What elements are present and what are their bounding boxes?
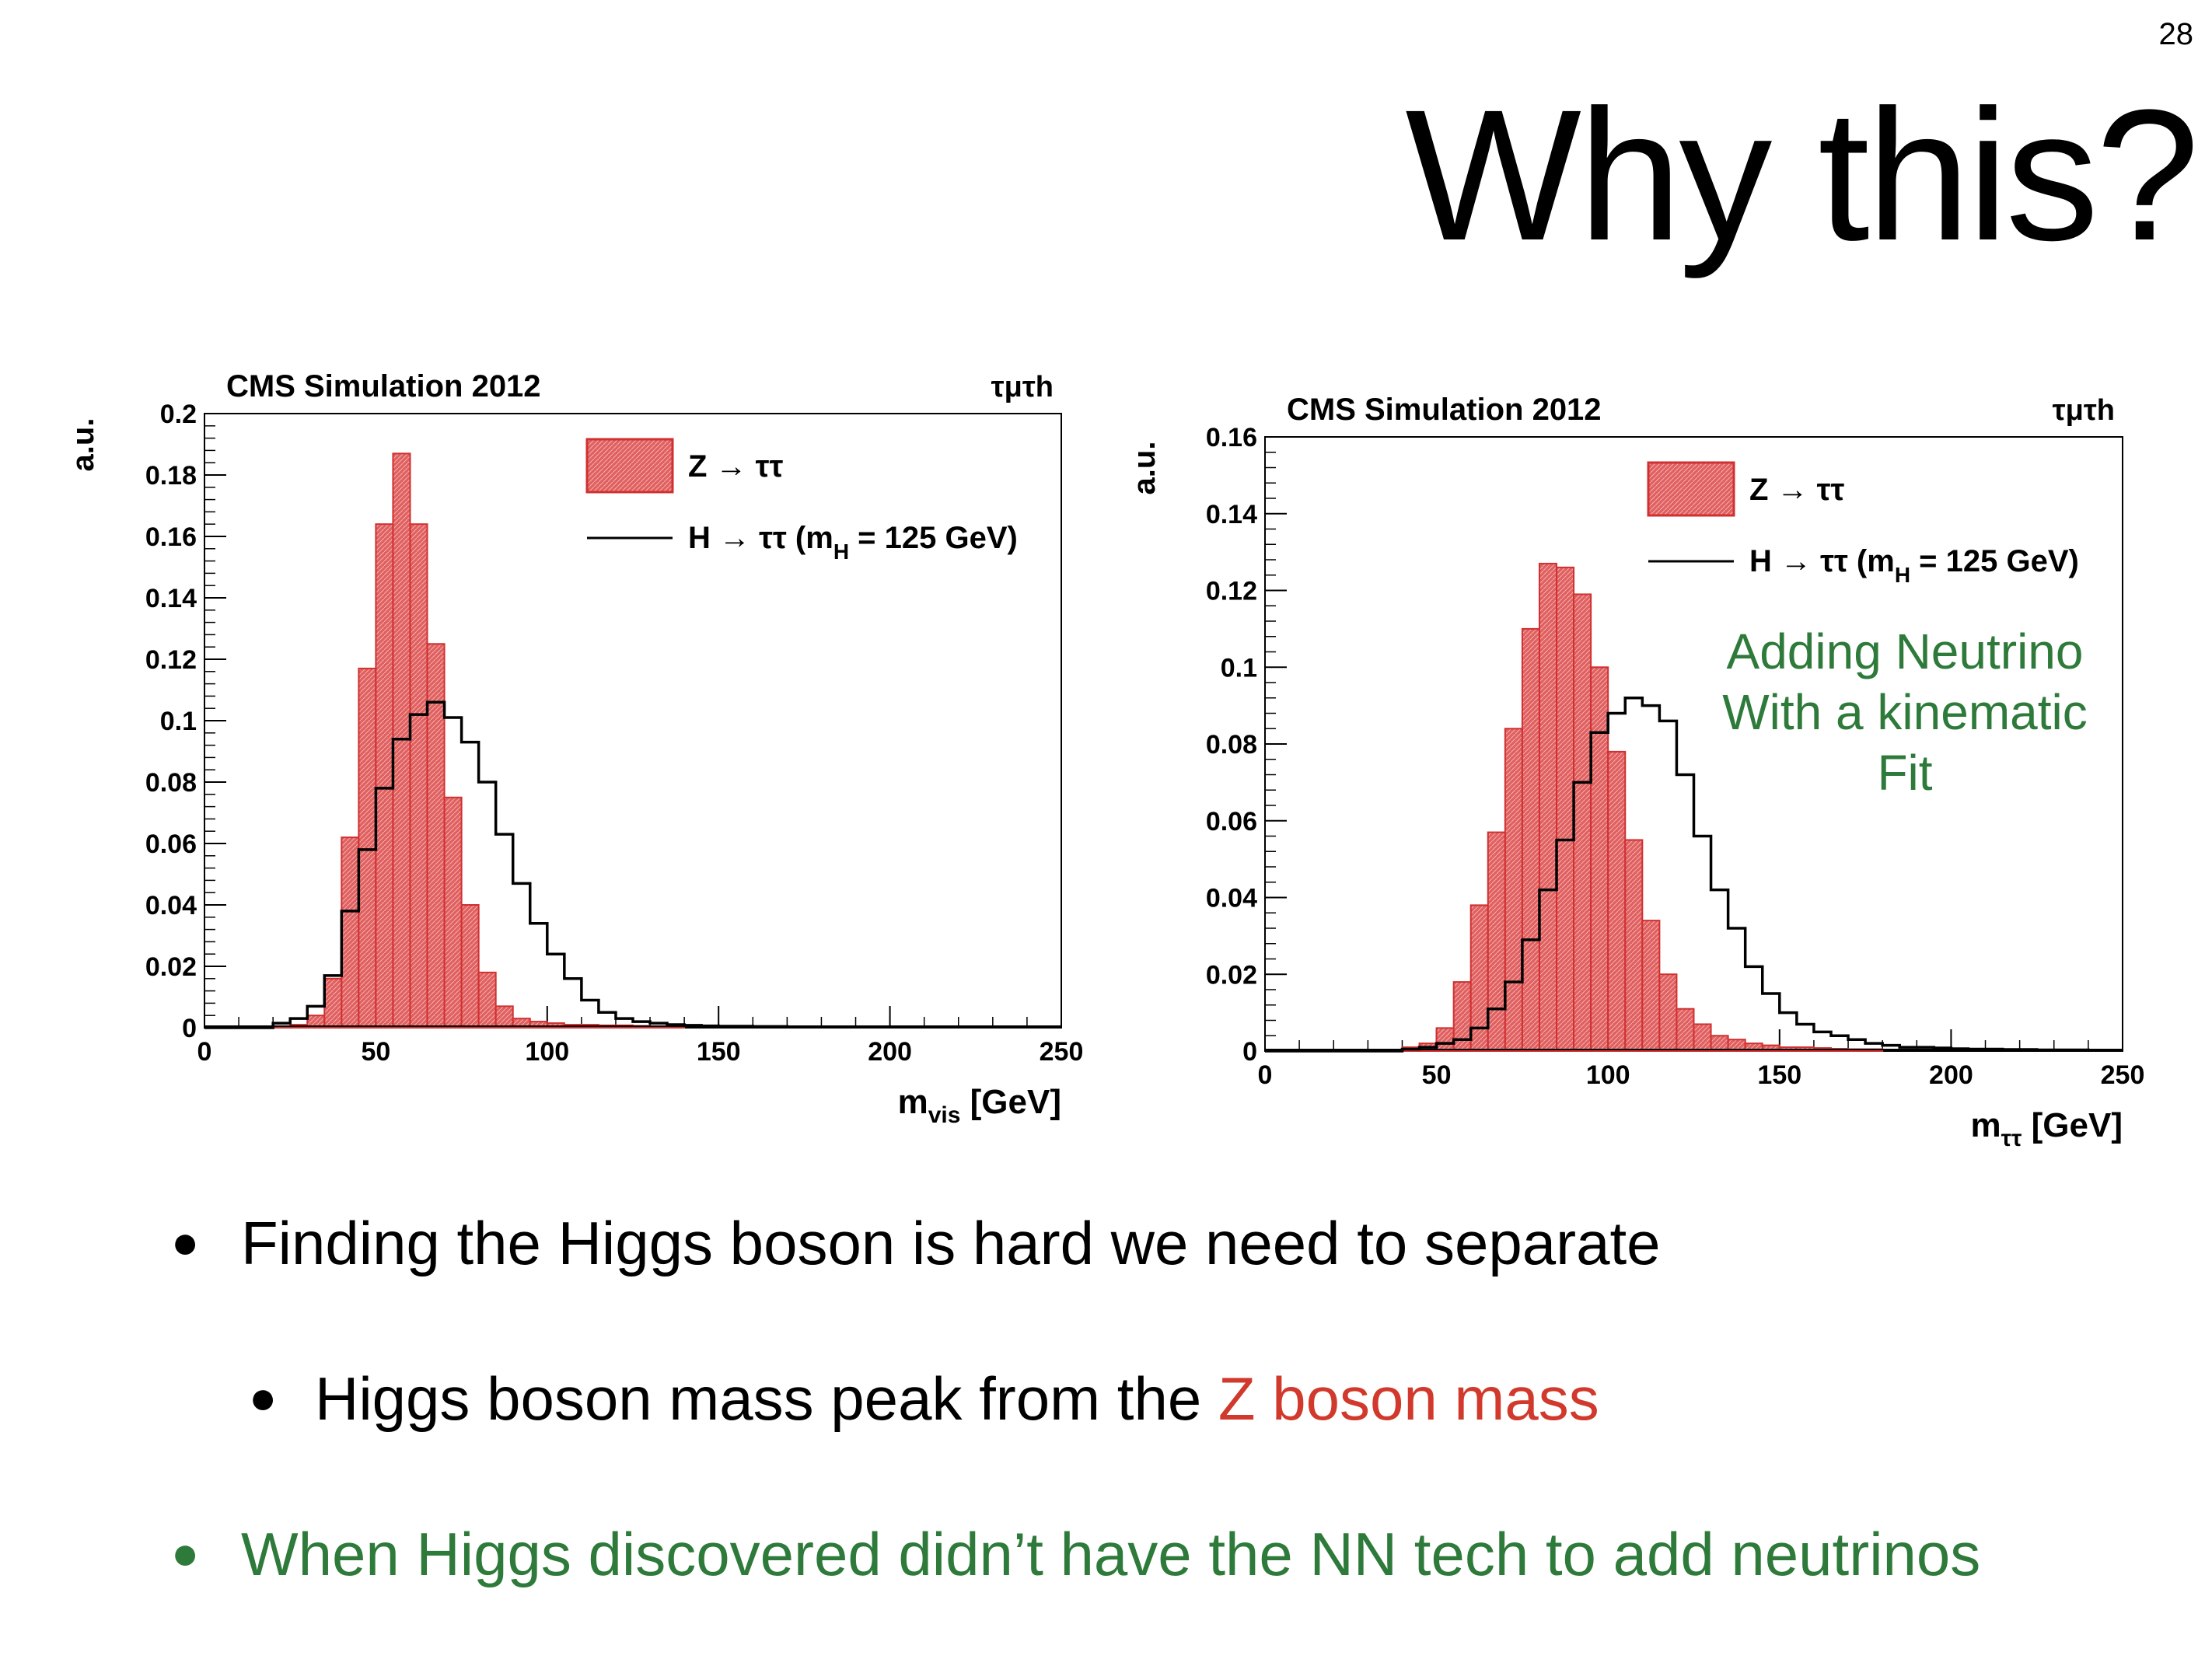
y-tick-label: 0.04 — [145, 891, 197, 920]
legend-h-label: H → ττ (mH = 125 GeV) — [688, 521, 1018, 564]
histogram-svg-mtautau: CMS Simulation 2012 τμτh a.u. 0 0.02 0.04 0.06… — [1127, 393, 2145, 1151]
histogram-plot-mvis: CMS Simulation 2012 τμτh a.u. 0 0.02 0.04 0.06… — [62, 342, 1089, 1151]
z-histogram-bin — [494, 1005, 514, 1029]
x-tick-label: 100 — [1586, 1060, 1630, 1090]
x-tick-label: 50 — [361, 1037, 390, 1067]
z-histogram-bin — [1556, 566, 1575, 1052]
h-histogram-line — [204, 700, 1061, 1029]
x-tick-label: 200 — [868, 1037, 912, 1067]
z-histogram-bin — [323, 977, 343, 1029]
y-tick-label: 0.04 — [1206, 884, 1257, 913]
plot-frame — [204, 413, 1062, 1029]
y-tick-label: 0.14 — [145, 584, 197, 613]
histogram-svg-mvis: CMS Simulation 2012 τμτh a.u. 0 0.02 0.04 0.06… — [66, 369, 1084, 1128]
annotation-text-line: Fit — [1877, 745, 1932, 801]
y-tick-label: 0.12 — [145, 645, 197, 675]
channel-label: τμτh — [991, 371, 1054, 403]
bullet-text-2-highlight: Z boson mass — [1218, 1364, 1599, 1433]
z-histogram-bin — [1435, 1027, 1455, 1052]
y-axis-label: a.u. — [66, 418, 100, 472]
z-histogram-bin — [1521, 627, 1540, 1052]
z-histogram-bin — [1624, 839, 1644, 1052]
y-tick-label: 0.16 — [145, 522, 197, 552]
y-tick-label: 0.18 — [145, 461, 197, 491]
x-tick-label: 250 — [2101, 1060, 2145, 1090]
bullet-dot-icon: ● — [249, 1371, 278, 1423]
x-tick-label: 250 — [1040, 1037, 1084, 1067]
legend-z-swatch — [1647, 461, 1735, 517]
legend-h-label: H → ττ (mH = 125 GeV) — [1749, 544, 2079, 587]
z-histogram-bin — [1590, 666, 1609, 1052]
z-histogram-bin — [1607, 750, 1627, 1052]
x-tick-label: 150 — [697, 1037, 741, 1067]
y-tick-label: 0.06 — [145, 830, 197, 859]
histogram-plot-mtautau: CMS Simulation 2012 τμτh a.u. 0 0.02 0.04 0.06… — [1123, 365, 2150, 1174]
z-histogram-bin — [1487, 831, 1506, 1052]
chart-header: CMS Simulation 2012 — [226, 369, 541, 403]
y-tick-label: 0.08 — [145, 768, 197, 798]
channel-label: τμτh — [2053, 394, 2115, 427]
page-number: 28 — [2158, 17, 2194, 51]
y-tick-label: 0.08 — [1206, 730, 1257, 760]
annotation-text-line: Adding Neutrino — [1727, 623, 2084, 679]
z-histogram-bin — [358, 667, 377, 1029]
y-tick-label: 0.1 — [160, 707, 197, 736]
z-histogram-bin — [1658, 973, 1678, 1052]
y-tick-label: 0.16 — [1206, 423, 1257, 452]
x-tick-label: 150 — [1757, 1060, 1801, 1090]
z-histogram-bin — [1538, 562, 1558, 1052]
x-axis-label: mττ [GeV] — [1971, 1106, 2123, 1151]
z-histogram-bin — [477, 971, 497, 1029]
bullet-item-3: ● When Higgs discovered didn’t have the … — [171, 1524, 1980, 1584]
x-axis-label: mvis [GeV] — [898, 1083, 1061, 1128]
y-tick-label: 0.02 — [1206, 960, 1257, 990]
bullet-item-1: ● Finding the Higgs boson is hard we nee… — [171, 1213, 1661, 1273]
z-histogram-bin — [375, 523, 394, 1029]
x-tick-label: 200 — [1929, 1060, 1973, 1090]
bullet-dot-icon: ● — [171, 1216, 200, 1268]
z-histogram-bin — [443, 796, 463, 1029]
y-tick-label: 0.2 — [160, 400, 197, 429]
z-histogram-bin — [409, 523, 428, 1029]
z-histogram-bin — [460, 904, 480, 1029]
y-tick-label: 0.02 — [145, 952, 197, 982]
y-axis-label: a.u. — [1127, 442, 1162, 495]
bullet-text-2: Higgs boson mass peak from the — [315, 1364, 1218, 1433]
legend-z-swatch — [585, 438, 674, 494]
y-tick-label: 0 — [182, 1014, 197, 1043]
bullet-item-2: ● Higgs boson mass peak from the Z boson… — [249, 1368, 1599, 1429]
y-tick-label: 0.06 — [1206, 807, 1257, 836]
z-histogram-bin — [1693, 1023, 1712, 1052]
bullet-dot-icon: ● — [171, 1527, 200, 1579]
x-tick-label: 50 — [1422, 1060, 1452, 1090]
y-tick-label: 0.1 — [1221, 653, 1257, 683]
x-tick-label: 0 — [1258, 1060, 1273, 1090]
z-histogram-bin — [341, 836, 360, 1029]
z-histogram-bin — [1676, 1008, 1695, 1052]
x-tick-label: 100 — [525, 1037, 569, 1067]
annotation-text-line: With a kinematic — [1722, 684, 2087, 740]
z-histogram-bin — [1573, 593, 1592, 1052]
z-histogram-bin — [1504, 728, 1523, 1052]
x-tick-label: 0 — [197, 1037, 212, 1067]
bullet-text-3: When Higgs discovered didn’t have the NN… — [241, 1520, 1981, 1588]
slide-title: Why this? — [1405, 71, 2200, 279]
chart-header: CMS Simulation 2012 — [1287, 393, 1602, 427]
h-histogram-line — [1265, 697, 2123, 1053]
z-histogram-bin — [1641, 920, 1661, 1052]
legend-z-label: Z → ττ — [1749, 473, 1845, 507]
bullet-text-1: Finding the Higgs boson is hard we need … — [241, 1209, 1661, 1277]
z-histogram-bin — [392, 452, 411, 1029]
y-tick-label: 0.12 — [1206, 577, 1257, 606]
legend-z-label: Z → ττ — [688, 449, 784, 484]
y-tick-label: 0 — [1242, 1037, 1257, 1067]
plot-frame — [1264, 436, 2123, 1052]
y-tick-label: 0.14 — [1206, 500, 1257, 529]
